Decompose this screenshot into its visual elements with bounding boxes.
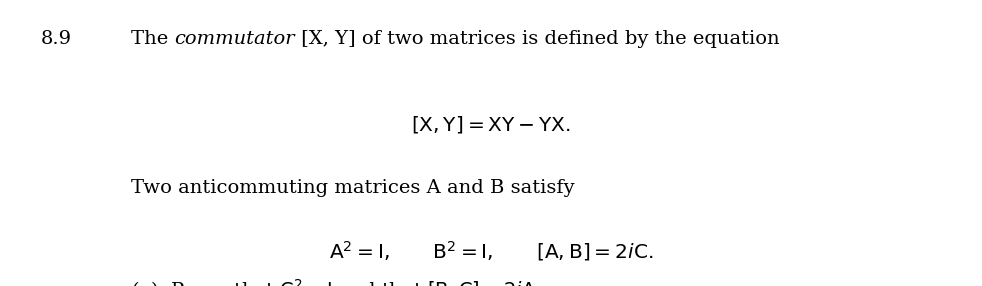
Text: $\mathrm{A}^2 = \mathrm{I}, \qquad \mathrm{B}^2 = \mathrm{I}, \qquad [\mathrm{A}: $\mathrm{A}^2 = \mathrm{I}, \qquad \math… [329, 239, 653, 263]
Text: Two anticommuting matrices A and B satisfy: Two anticommuting matrices A and B satis… [131, 179, 574, 197]
Text: The: The [131, 30, 174, 48]
Text: commutator: commutator [174, 30, 295, 48]
Text: (a)  Prove that $\mathrm{C}^2 = \mathrm{I}$ and that $[\mathrm{B}, \mathrm{C}] =: (a) Prove that $\mathrm{C}^2 = \mathrm{I… [131, 277, 540, 286]
Text: 8.9: 8.9 [41, 30, 73, 48]
Text: [X, Y] of two matrices is defined by the equation: [X, Y] of two matrices is defined by the… [295, 30, 780, 48]
Text: $[\mathrm{X}, \mathrm{Y}] = \mathrm{XY} - \mathrm{YX}.$: $[\mathrm{X}, \mathrm{Y}] = \mathrm{XY} … [411, 114, 571, 135]
